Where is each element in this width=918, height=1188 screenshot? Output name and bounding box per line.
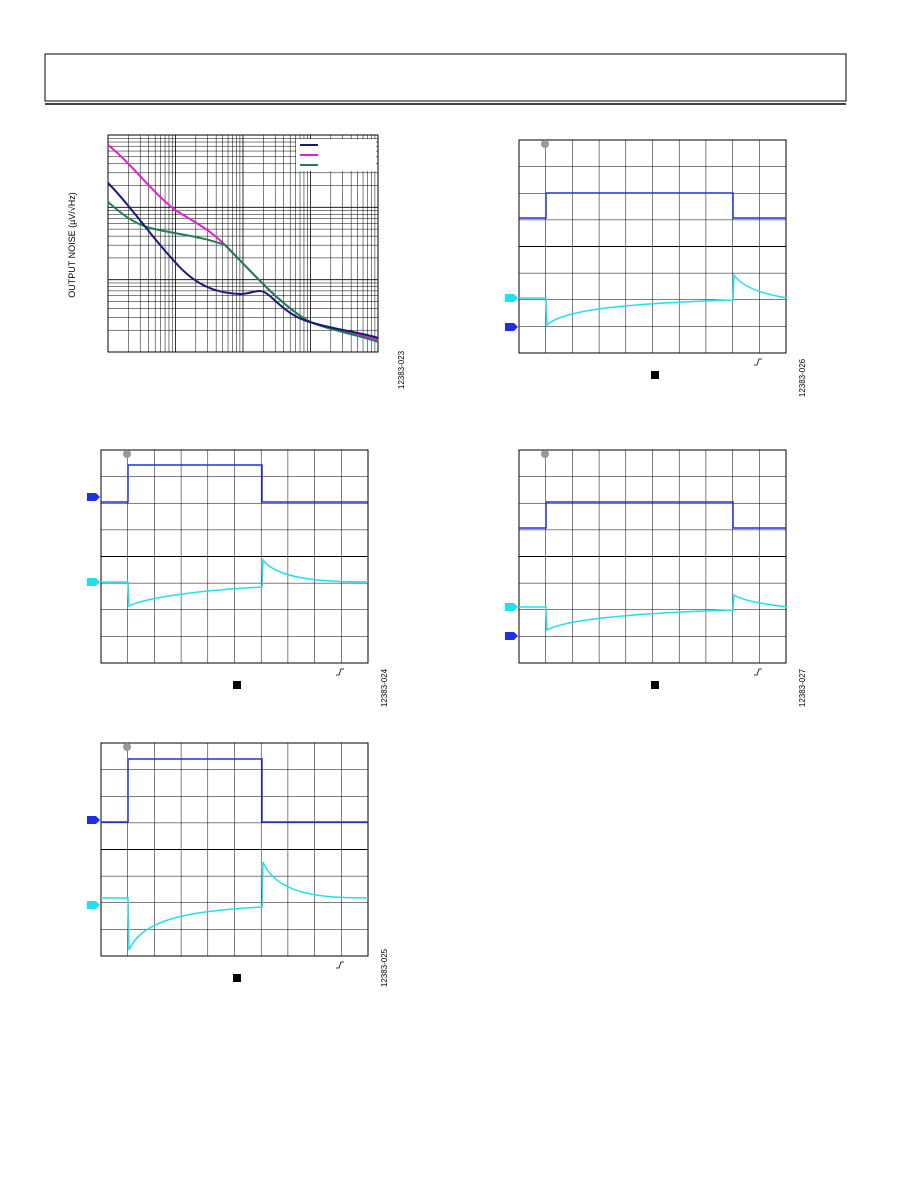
trigger-marker (541, 450, 549, 458)
trigger-marker (123, 450, 131, 458)
scope-plot (87, 742, 369, 982)
figure-id: 12383-024 (380, 668, 389, 707)
figure-id: 12383-025 (380, 948, 389, 987)
trace-ch2 (101, 557, 369, 608)
trigger-symbol (336, 961, 344, 969)
status-square (233, 974, 241, 982)
trigger-symbol (754, 668, 762, 676)
trigger-marker (123, 743, 131, 751)
ch2-marker (505, 294, 518, 302)
scope-plot (505, 449, 788, 689)
noise-chart (107, 134, 379, 353)
noise-curve (107, 182, 379, 339)
trace-ch1 (101, 464, 368, 503)
trigger-symbol (336, 668, 344, 676)
y-axis-label: OUTPUT NOISE (µV/√Hz) (67, 192, 77, 297)
header-box (44, 53, 847, 102)
figure-id: 12383-027 (798, 668, 807, 707)
ch1-marker (87, 816, 100, 824)
figure-id: 12383-026 (798, 358, 807, 397)
trace-ch1 (101, 758, 368, 823)
ch2-marker (87, 578, 100, 586)
ch2-marker (505, 603, 518, 611)
trace-ch2 (101, 861, 369, 951)
scope-plot (87, 449, 369, 689)
ch1-marker (505, 323, 518, 331)
ch1-marker (505, 632, 518, 640)
ch2-marker (87, 901, 100, 909)
status-square (651, 681, 659, 689)
status-square (233, 681, 241, 689)
trace-ch2 (519, 593, 788, 632)
status-square (651, 371, 659, 379)
ch1-marker (87, 493, 100, 501)
scope-plot (505, 139, 788, 379)
trace-ch1 (519, 192, 786, 219)
figure-id: 12383-023 (397, 350, 406, 389)
trigger-symbol (754, 358, 762, 366)
noise-curve (107, 201, 379, 343)
trace-ch1 (519, 501, 786, 529)
trace-ch2 (519, 272, 788, 327)
trigger-marker (541, 140, 549, 148)
